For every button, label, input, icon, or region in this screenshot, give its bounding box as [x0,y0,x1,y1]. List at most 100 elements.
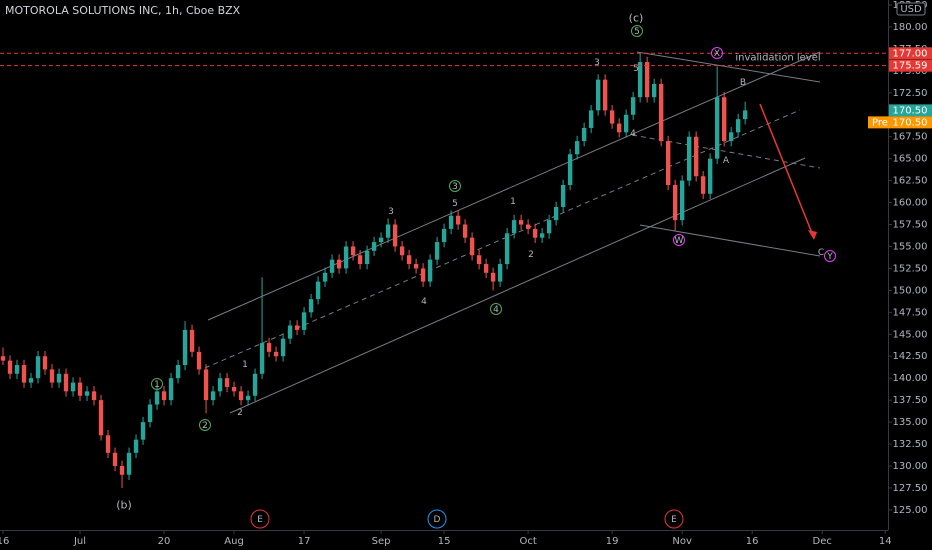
candle-body [364,250,370,265]
candle-body [721,97,727,142]
candle-body [35,356,41,379]
candle-body [0,356,6,361]
y-tick-label: 157.50 [893,220,928,231]
candle-body [483,264,489,273]
projection-arrow [759,103,815,239]
candle-body [700,176,706,194]
wave-label: (c) [629,12,644,25]
candle-body [98,400,104,436]
y-tick-label: 165.00 [893,154,928,165]
candle-body [42,356,48,370]
candle-body [420,268,426,282]
candle-body [623,114,629,133]
candle-body [497,264,503,282]
candle-body [77,382,83,396]
candle-body [630,97,636,115]
price-tag [889,59,932,72]
y-tick-label: 172.50 [893,88,928,99]
x-tick-label: Jul [73,536,86,547]
x-tick-label: 20 [158,536,171,547]
y-tick-label: 135.00 [893,417,928,428]
wave-label: W [675,236,684,246]
candle-body [266,343,272,352]
y-tick-label: 130.00 [893,461,928,472]
candle-body [168,378,174,401]
wave-circle [631,25,643,37]
trend-line [207,51,821,321]
candle-body [252,373,258,396]
candle-body [49,369,55,383]
candle-body [406,255,412,265]
candle-body [686,136,692,181]
candle-body [525,224,531,229]
candle-body [602,79,608,111]
x-tick-label: Sep [372,536,391,547]
wave-label: 5 [633,64,639,74]
candle-body [280,338,286,357]
wave-label: 5 [634,27,640,37]
candle-body [238,391,244,401]
candle-body [588,110,594,128]
candle-body [399,246,405,256]
candle-body [308,299,314,313]
event-marker [250,509,270,529]
wave-label: 1 [154,380,160,390]
y-tick-label: 160.00 [893,198,928,209]
candle-body [539,233,545,238]
event-label: E [671,515,677,525]
candle-body [728,132,734,142]
candle-body [84,391,90,396]
candle-body [532,228,538,238]
candle-body [742,110,748,120]
candle-body [574,141,580,155]
candle-body [511,220,517,234]
candle-body [371,242,377,251]
wave-label: 4 [493,305,499,315]
candle-body [70,382,76,392]
trend-line [636,51,821,83]
y-tick-label: 150.00 [893,285,928,296]
candle-body [315,281,321,300]
event-marker [427,509,447,529]
candle-body [63,373,69,392]
y-tick-label: 125.00 [893,505,928,516]
x-tick-label: Oct [519,536,536,547]
x-tick-label: 16 [746,536,759,547]
candle-body [427,259,433,282]
y-tick-label: 147.50 [893,307,928,318]
candle-body [441,228,447,243]
candle-body [378,237,384,243]
candle-body [735,119,741,133]
candle-body [182,329,188,366]
candle-body [343,246,349,269]
candle-body [714,97,720,159]
wave-label: (b) [116,499,132,512]
candle-body [609,110,615,124]
event-marker [664,509,684,529]
candle-body [546,220,552,234]
candle-body [301,312,307,330]
candle-body [287,325,293,339]
y-tick-label: 142.50 [893,351,928,362]
wave-label: 3 [452,182,458,192]
candle-body [413,264,419,269]
candle-body [651,84,657,98]
candle-body [91,391,97,401]
candle-body [665,141,671,186]
candle-body [28,378,34,383]
x-tick-label: 14 [879,536,892,547]
y-tick-label: 140.00 [893,373,928,384]
y-tick-label: 127.50 [893,483,928,494]
pre-market-label: 170.50 [893,117,928,128]
candle-body [203,369,209,401]
candle-body [14,365,20,374]
pre-market-tag [868,116,932,129]
pre-market-tag-text: Pre [872,117,888,128]
wave-label: 2 [528,250,534,260]
candle-body [672,185,678,221]
candle-body [385,224,391,238]
candle-body [595,79,601,111]
candle-body [329,259,335,273]
